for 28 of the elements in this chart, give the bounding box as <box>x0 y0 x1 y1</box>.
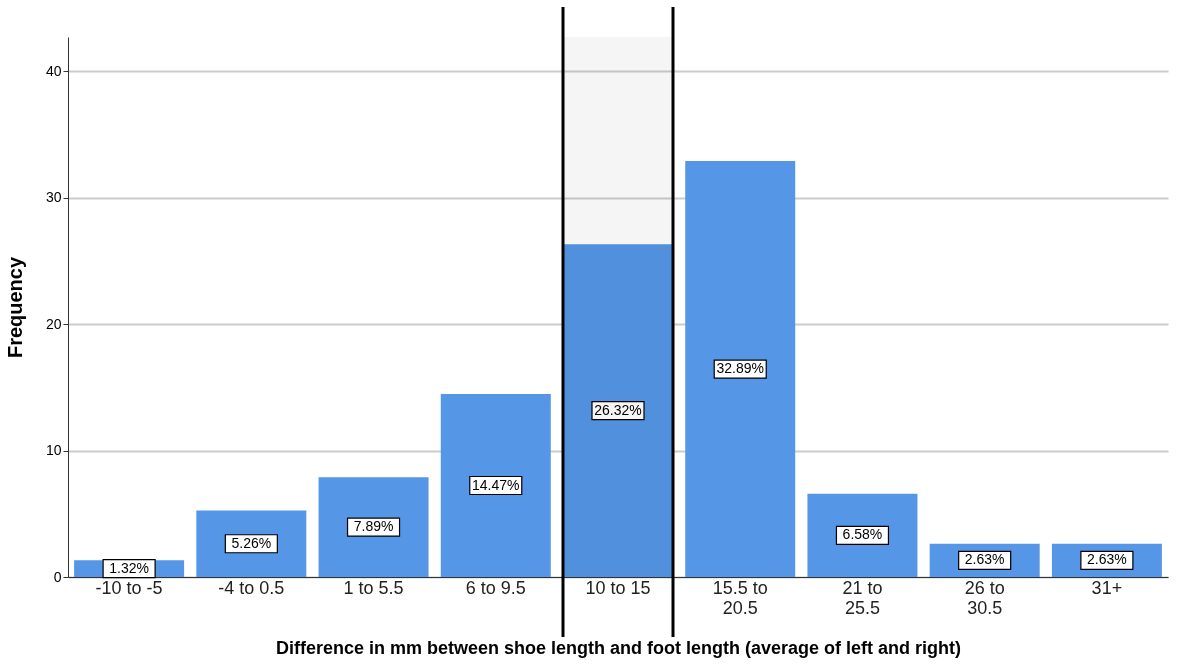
y-tick-label: 40 <box>45 62 62 79</box>
x-tick-label: 15.5 to 20.5 <box>712 577 768 618</box>
x-tick-label: 6 to 9.5 <box>465 577 526 598</box>
bar <box>440 394 551 577</box>
data-label: 7.89% <box>353 518 394 535</box>
x-axis-title: Difference in mm between shoe length and foot length (average of left and right) <box>275 637 962 658</box>
x-tick-label: 26 to 30.5 <box>964 577 1005 618</box>
y-tick-label: 10 <box>45 442 62 459</box>
x-tick-label: -10 to -5 <box>95 577 163 598</box>
data-label: 2.63% <box>964 551 1005 568</box>
data-label: 5.26% <box>231 534 272 551</box>
y-tick-label: 0 <box>53 568 62 585</box>
data-label: 1.32% <box>109 559 149 576</box>
bar <box>318 477 429 577</box>
data-label: 14.47% <box>472 476 520 493</box>
x-tick-label: 21 to 25.5 <box>842 577 883 618</box>
data-label: 26.32% <box>594 401 642 418</box>
x-tick-label: 31+ <box>1091 577 1123 598</box>
y-tick-label: 30 <box>45 189 62 206</box>
data-label: 2.63% <box>1087 551 1127 568</box>
x-tick-label: -4 to 0.5 <box>218 577 285 598</box>
data-label: 6.58% <box>842 526 883 543</box>
y-tick-label: 20 <box>45 315 62 332</box>
x-tick-label: 1 to 5.5 <box>343 577 404 598</box>
x-tick-label: 10 to 15 <box>585 577 651 598</box>
bar <box>685 161 796 577</box>
data-label: 32.89% <box>716 360 764 377</box>
y-axis-title: Frequency <box>3 256 26 359</box>
